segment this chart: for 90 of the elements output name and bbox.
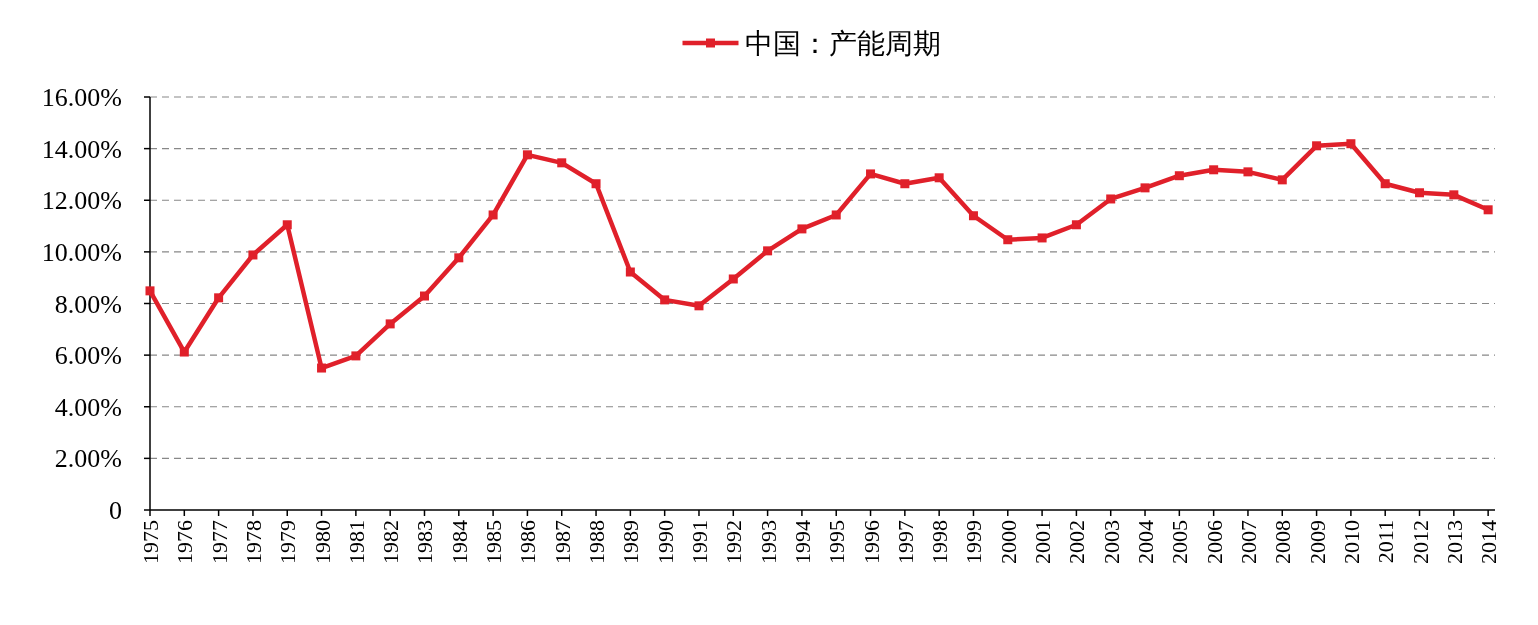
point: [934, 173, 944, 183]
point: [1277, 175, 1287, 185]
x-tick-label: 1978: [240, 520, 266, 564]
point: [694, 301, 704, 311]
point: [1037, 233, 1047, 243]
x-tick-label: 2003: [1098, 520, 1124, 564]
y-tick-label: 2.00%: [54, 444, 122, 474]
point: [1140, 183, 1150, 193]
x-tick-label: 2000: [995, 520, 1021, 564]
point: [1312, 141, 1322, 151]
point: [557, 158, 567, 168]
point: [900, 179, 910, 189]
x-tick-label: 1975: [138, 520, 163, 564]
point: [248, 250, 258, 260]
x-tick-label: 1988: [584, 520, 610, 564]
x-tick-label: 2014: [1476, 520, 1502, 564]
y-tick-label: 8.00%: [54, 289, 122, 319]
point: [317, 363, 327, 373]
x-tick-label: 2002: [1064, 520, 1090, 564]
y-tick-label: 14.00%: [41, 134, 122, 164]
point: [968, 211, 978, 221]
x-tick-label: 2004: [1133, 520, 1159, 564]
point: [797, 224, 807, 234]
x-tick-label: 1987: [549, 520, 575, 564]
point: [1209, 165, 1219, 175]
x-tick-label: 1998: [927, 520, 953, 564]
point: [591, 179, 601, 189]
x-tick-label: 2011: [1373, 520, 1399, 564]
point: [488, 210, 498, 220]
x-tick-label: 1976: [172, 520, 198, 564]
x-tick-label: 2012: [1407, 520, 1433, 564]
x-tick-label: 1983: [412, 520, 438, 564]
x-tick-label: 1979: [275, 520, 301, 564]
point: [1346, 139, 1356, 149]
x-tick-label: 1992: [721, 520, 747, 564]
point: [660, 295, 670, 305]
x-tick-label: 1982: [378, 520, 404, 564]
x-tick-label: 2008: [1270, 520, 1296, 564]
point: [282, 220, 292, 230]
x-tick-label: 1985: [481, 520, 507, 564]
x-tick-label: 1986: [515, 520, 541, 564]
x-tick-label: 1980: [309, 520, 335, 564]
x-tick-label: 1994: [789, 520, 815, 564]
x-tick-label: 2005: [1167, 520, 1193, 564]
x-tick-label: 1977: [206, 520, 232, 564]
x-tick-label: 2013: [1441, 520, 1467, 564]
x-tick-label: 2010: [1338, 520, 1364, 564]
point: [1174, 171, 1184, 181]
point: [454, 253, 464, 263]
x-tick-label: 1995: [824, 520, 850, 564]
x-tick-label: 1989: [618, 520, 644, 564]
point: [1449, 190, 1459, 200]
y-tick-label: 12.00%: [41, 186, 122, 216]
point: [1071, 220, 1081, 230]
x-tick-label: 1999: [961, 520, 987, 564]
x-tick-label: 2001: [1030, 520, 1056, 564]
y-tick-label: 0: [109, 496, 122, 525]
x-tick-label: 1997: [892, 520, 918, 564]
legend-label: 中国：产能周期: [744, 28, 941, 59]
x-tick-label: 1993: [755, 520, 781, 564]
point: [763, 246, 773, 256]
point: [1380, 179, 1390, 189]
point: [1106, 194, 1116, 204]
y-tick-label: 10.00%: [41, 237, 122, 267]
point: [1415, 188, 1425, 198]
x-tick-label: 2009: [1304, 520, 1330, 564]
x-tick-label: 2006: [1201, 520, 1227, 564]
y-tick-label: 6.00%: [54, 341, 122, 371]
point: [1483, 205, 1493, 215]
point: [1243, 167, 1253, 177]
point: [385, 319, 395, 329]
point: [179, 347, 189, 357]
point: [351, 351, 361, 361]
y-tick-label: 16.00%: [41, 83, 122, 112]
x-tick-label: 1991: [686, 520, 712, 564]
point: [419, 291, 429, 301]
point: [145, 286, 155, 296]
point: [522, 150, 532, 160]
x-tick-label: 1990: [652, 520, 678, 564]
point: [214, 293, 224, 303]
x-tick-label: 1996: [858, 520, 884, 564]
x-tick-label: 1981: [343, 520, 369, 564]
point: [831, 210, 841, 220]
point: [1003, 235, 1013, 245]
x-tick-label: 2007: [1235, 520, 1261, 564]
x-tick-label: 1984: [446, 520, 472, 564]
point: [866, 169, 876, 179]
y-tick-label: 4.00%: [54, 392, 122, 422]
point: [728, 274, 738, 284]
point: [625, 267, 635, 277]
